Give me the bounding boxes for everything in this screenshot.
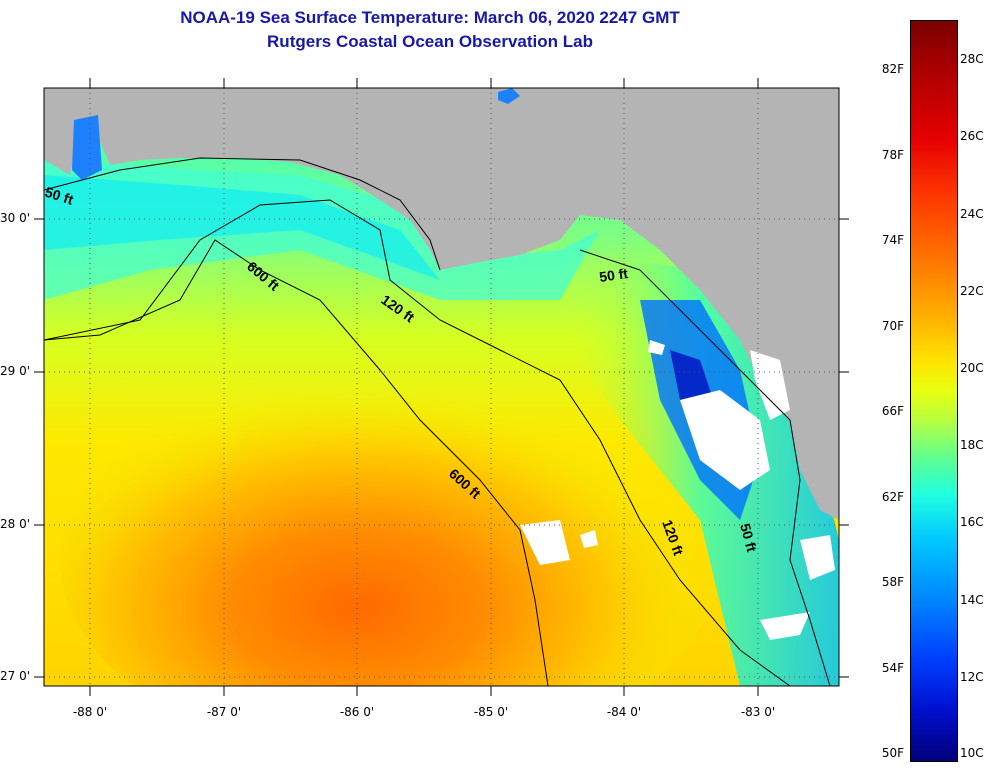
axis-ticks [34,78,849,696]
map-subtitle: Rutgers Coastal Ocean Observation Lab [267,32,593,51]
mobile-bay [72,115,102,180]
lon-label-85: -85 0' [473,705,509,719]
colorbar-f-70: 70F [881,319,904,333]
colorbar-f-78: 78F [881,148,904,162]
colorbar-f-58: 58F [881,575,904,589]
colorbar-c-22: 22C [960,284,984,298]
map-title: NOAA-19 Sea Surface Temperature: March 0… [180,8,680,27]
cloud-cover [520,340,835,640]
lon-label-86: -86 0' [339,705,375,719]
colorbar-c-14: 14C [960,593,984,607]
map-frame [43,87,840,687]
contour-label-50ft-south: 50 ft [737,522,760,554]
colorbar-c-20: 20C [960,361,984,375]
contour-label-50ft-east: 50 ft [598,265,629,285]
colorbar-c-10: 10C [960,746,984,760]
colorbar-c-12: 12C [960,670,984,684]
temperature-colorbar [910,20,958,762]
lon-label-87: -87 0' [206,705,242,719]
colorbar-f-54: 54F [881,661,904,675]
colorbar-c-28: 28C [960,52,984,66]
land-mass [44,88,839,520]
colorbar-c-26: 26C [960,129,984,143]
lat-label-28: 28 0' [0,517,31,531]
lon-label-88: -88 0' [72,705,108,719]
colorbar-c-24: 24C [960,207,984,221]
colorbar-f-82: 82F [881,62,904,76]
colorbar-c-18: 18C [960,438,984,452]
colorbar-f-50: 50F [881,746,904,760]
lon-label-84: -84 0' [606,705,642,719]
depth-contours [44,157,831,686]
lat-label-29: 29 0' [0,364,31,378]
lon-label-83: -83 0' [740,705,776,719]
colorbar-f-62: 62F [881,490,904,504]
warm-water-region [60,360,720,686]
colorbar-c-16: 16C [960,515,984,529]
lat-label-27: 27 0' [0,669,31,683]
colorbar-f-66: 66F [881,404,904,418]
lat-label-30: 30 0' [0,211,31,225]
colorbar-f-74: 74F [881,233,904,247]
